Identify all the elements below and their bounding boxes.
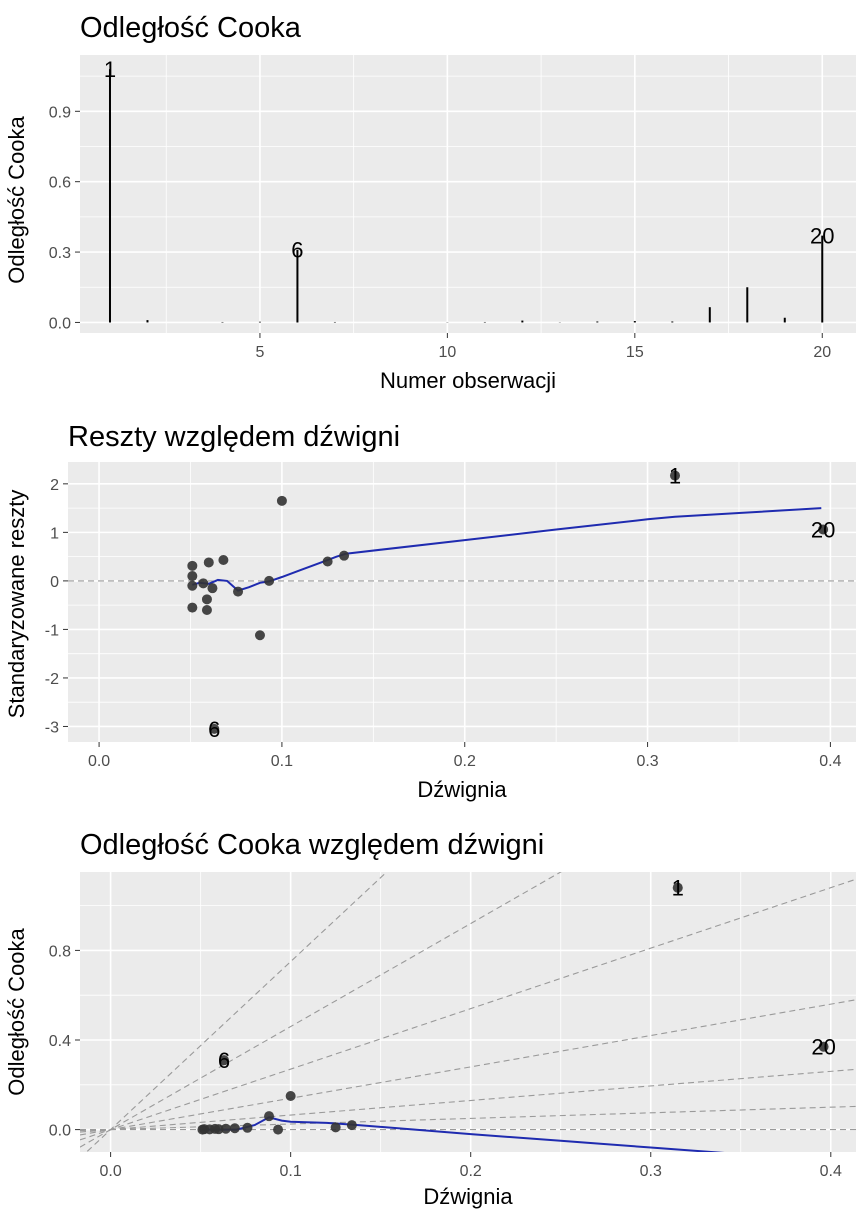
- data-point: [203, 557, 214, 568]
- y-tick-label: 0: [50, 574, 59, 591]
- x-tick-label: 15: [626, 344, 644, 361]
- point-label: 20: [810, 224, 834, 249]
- plot1-x-axis-title: Numer obserwacji: [380, 368, 556, 393]
- data-point: [672, 882, 683, 893]
- data-point: [187, 580, 198, 591]
- data-point: [264, 1111, 275, 1122]
- point-label: 1: [669, 464, 681, 489]
- point-label: 6: [291, 238, 303, 263]
- data-point: [209, 723, 220, 734]
- data-point: [273, 1124, 284, 1135]
- data-point: [233, 586, 244, 597]
- point-label: 6: [208, 717, 220, 742]
- x-tick-label: 0.2: [454, 753, 476, 770]
- data-point: [187, 602, 198, 613]
- plot1-panel: [80, 55, 856, 333]
- data-point: [818, 524, 829, 535]
- x-tick-label: 0.4: [820, 1163, 842, 1180]
- point-label: 1: [672, 876, 684, 901]
- data-point: [198, 578, 209, 589]
- x-tick-label: 0.4: [819, 753, 841, 770]
- plot2-panel: [68, 462, 856, 742]
- data-point: [218, 555, 229, 566]
- x-tick-label: 10: [438, 344, 456, 361]
- x-tick-label: 0.1: [280, 1163, 302, 1180]
- cooks-distance-plot: Odległość Cooka 1 6 20 5 10 15 20 0.0 0.3 0.6 0.9…: [4, 12, 856, 393]
- data-point: [219, 1055, 230, 1066]
- data-point: [201, 605, 212, 616]
- point-label: 1: [104, 57, 116, 82]
- plot1-title: Odległość Cooka: [80, 12, 302, 44]
- data-point: [229, 1123, 240, 1134]
- y-tick-label: 0.0: [49, 1123, 71, 1140]
- y-tick-label: 0.9: [49, 104, 71, 121]
- data-point: [213, 1124, 224, 1135]
- data-point: [187, 560, 198, 571]
- data-point: [201, 594, 212, 605]
- x-tick-label: 0.1: [271, 753, 293, 770]
- data-point: [220, 1123, 231, 1134]
- y-tick-label: 0.0: [49, 315, 71, 332]
- data-point: [339, 550, 350, 561]
- plot3-x-axis-title: Dźwignia: [423, 1184, 513, 1209]
- plot2-y-axis-title: Standaryzowane reszty: [4, 490, 29, 719]
- reference-contour-line: [80, 999, 856, 1136]
- x-tick-label: 5: [255, 344, 264, 361]
- data-point: [322, 556, 333, 567]
- plot3-panel: [80, 872, 856, 1152]
- plot-area: [80, 872, 856, 1152]
- y-tick-label: 1: [50, 525, 59, 542]
- smooth-line: [192, 507, 822, 592]
- x-tick-label: 0.2: [460, 1163, 482, 1180]
- reference-contour-line: [80, 878, 856, 1141]
- data-point: [669, 470, 680, 481]
- x-tick-label: 20: [813, 344, 831, 361]
- y-tick-label: -3: [45, 719, 59, 736]
- data-point: [242, 1122, 253, 1133]
- y-tick-label: 0.6: [49, 175, 71, 192]
- plot1-y-axis-title: Odległość Cooka: [4, 115, 29, 283]
- y-tick-label: 0.3: [49, 245, 71, 262]
- x-tick-label: 0.3: [640, 1163, 662, 1180]
- y-tick-label: 0.4: [49, 1033, 71, 1050]
- x-tick-label: 0.0: [88, 753, 110, 770]
- cooks-vs-leverage-plot: Odległość Cooka względem dźwigni 1 6 20 0.…: [4, 829, 856, 1209]
- plot3-y-axis-title: Odległość Cooka: [4, 927, 29, 1095]
- plot-area: [68, 470, 856, 734]
- data-point: [818, 1041, 829, 1052]
- point-label: 20: [811, 517, 835, 542]
- data-point: [254, 630, 265, 641]
- y-tick-label: 0.8: [49, 943, 71, 960]
- data-point: [187, 571, 198, 582]
- data-point: [285, 1091, 296, 1101]
- data-point: [276, 495, 287, 506]
- y-tick-label: 2: [50, 477, 59, 494]
- point-label: 20: [811, 1035, 835, 1060]
- data-point: [346, 1120, 357, 1131]
- x-tick-label: 0.0: [99, 1163, 121, 1180]
- plot3-title: Odległość Cooka względem dźwigni: [80, 829, 544, 861]
- x-tick-label: 0.3: [636, 753, 658, 770]
- y-tick-label: -1: [45, 622, 59, 639]
- plot-area: [108, 69, 824, 323]
- y-tick-label: -2: [45, 671, 59, 688]
- plot2-title: Reszty względem dźwigni: [68, 421, 400, 453]
- plot2-x-axis-title: Dźwignia: [417, 777, 507, 802]
- point-label: 6: [218, 1048, 230, 1073]
- data-point: [207, 583, 218, 594]
- data-point: [264, 575, 275, 586]
- data-point: [330, 1122, 341, 1133]
